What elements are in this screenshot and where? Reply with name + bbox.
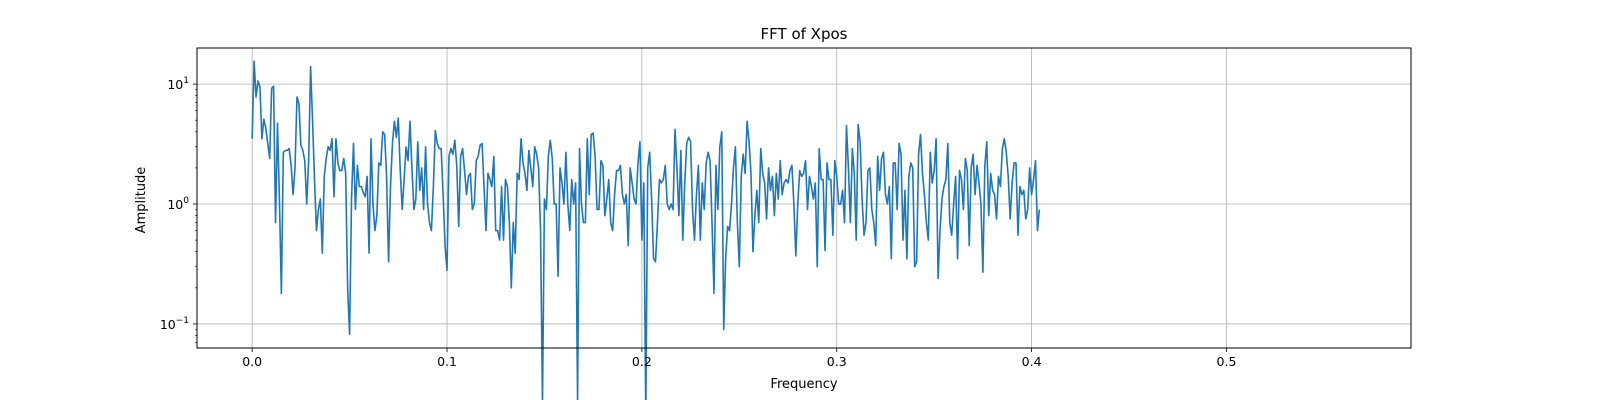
- x-axis: 0.0 0.1 0.2 0.3 0.4 0.5: [242, 348, 1236, 369]
- y-tick-base: 10: [167, 77, 183, 92]
- x-tick-label: 0.2: [632, 354, 652, 369]
- y-tick-exponent: −1: [176, 316, 189, 326]
- x-tick-label: 0.4: [1022, 354, 1042, 369]
- x-tick-label: 0.1: [437, 354, 457, 369]
- x-axis-label: Frequency: [770, 377, 837, 392]
- fft-series-line: [251, 60, 1041, 400]
- y-tick-exponent: 0: [183, 196, 189, 206]
- x-tick-label: 0.5: [1217, 354, 1237, 369]
- y-tick-label: 100: [167, 196, 189, 212]
- y-tick-exponent: 1: [183, 76, 189, 86]
- x-tick-label: 0.3: [827, 354, 847, 369]
- y-tick-base: 10: [160, 317, 176, 332]
- y-tick-label: 10−1: [160, 316, 189, 332]
- y-tick-base: 10: [167, 197, 183, 212]
- y-axis-label: Amplitude: [134, 167, 149, 234]
- chart-title: FFT of Xpos: [761, 25, 848, 43]
- plot-area-frame: [196, 47, 1412, 349]
- series-layer: [251, 60, 1041, 400]
- y-tick-label: 101: [167, 76, 189, 92]
- grid: [197, 48, 1411, 348]
- x-tick-label: 0.0: [242, 354, 262, 369]
